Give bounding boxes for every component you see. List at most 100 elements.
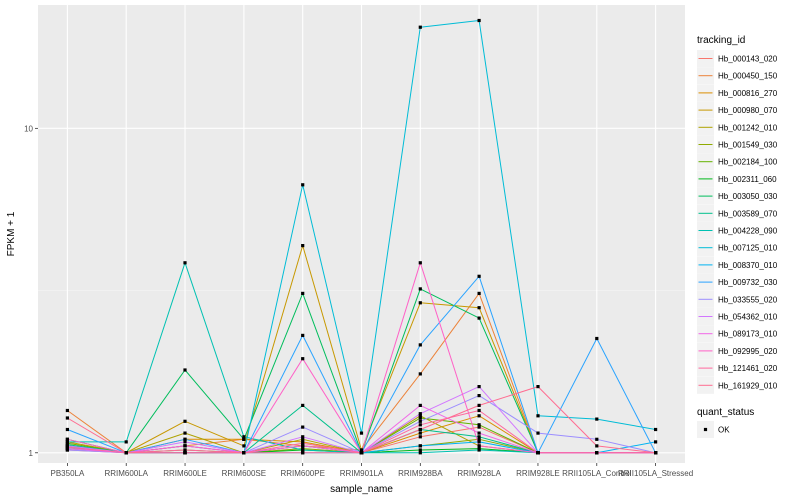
data-point	[242, 435, 246, 439]
legend-label: Hb_004228_090	[718, 227, 778, 236]
y-axis: 1 10	[24, 124, 38, 458]
data-point	[301, 444, 305, 448]
x-tick-label: RRIM600LE	[163, 469, 207, 478]
data-point	[301, 437, 305, 441]
legend-label: Hb_009732_030	[718, 278, 778, 287]
legend-label: Hb_033555_020	[718, 295, 778, 304]
legend-label: Hb_001549_030	[718, 141, 778, 150]
legend-label: Hb_000450_150	[718, 72, 778, 81]
x-tick-label: RRIM600LA	[104, 469, 148, 478]
data-point	[418, 444, 422, 448]
legend-label: Hb_000980_070	[718, 106, 778, 115]
data-point	[477, 385, 481, 389]
data-point	[183, 419, 187, 423]
data-point	[536, 451, 540, 455]
data-point	[477, 291, 481, 295]
legend-label: Hb_002311_060	[718, 175, 777, 184]
data-point	[477, 448, 481, 452]
data-point	[477, 403, 481, 407]
data-point	[418, 372, 422, 376]
points-layer	[65, 18, 658, 455]
data-point	[242, 437, 246, 441]
data-point	[359, 448, 364, 452]
data-point	[65, 440, 69, 444]
data-point	[654, 451, 658, 455]
data-point	[477, 316, 481, 320]
data-point	[301, 183, 305, 187]
data-point	[301, 448, 305, 452]
x-tick-label: RRII105LA_Control	[562, 469, 632, 478]
data-point	[301, 244, 305, 248]
data-point	[65, 408, 69, 413]
data-point	[418, 343, 422, 347]
x-tick-label: PB350LA	[51, 469, 85, 478]
data-point	[595, 437, 599, 441]
data-point	[183, 431, 187, 435]
data-point	[418, 301, 422, 305]
shape-legend-items: OK	[697, 421, 730, 438]
data-point	[477, 425, 481, 429]
data-point	[301, 403, 305, 407]
data-point	[477, 414, 481, 418]
data-point	[359, 451, 364, 455]
y-tick-label: 1	[29, 449, 34, 458]
legend-label: Hb_000816_270	[718, 89, 778, 98]
data-point	[595, 444, 599, 448]
x-tick-label: RRIM600SE	[222, 469, 266, 478]
shape-legend-label: OK	[718, 426, 730, 435]
data-point	[418, 414, 422, 418]
data-point	[418, 412, 422, 416]
data-point	[301, 425, 305, 429]
data-point	[536, 414, 540, 418]
legend-label: Hb_001242_010	[718, 123, 778, 132]
data-point	[477, 306, 481, 310]
data-point	[301, 435, 305, 439]
data-point	[477, 431, 481, 435]
data-point	[301, 333, 305, 337]
data-point	[124, 451, 128, 455]
data-point	[418, 423, 422, 427]
legend: tracking_id Hb_000143_020Hb_000450_150Hb…	[697, 35, 778, 438]
x-tick-label: RRIM600PE	[280, 469, 324, 478]
data-point	[183, 368, 187, 372]
data-point	[359, 431, 364, 435]
data-point	[595, 336, 599, 341]
data-point	[65, 445, 69, 449]
x-tick-label: RRIM928LE	[516, 469, 560, 478]
y-axis-title: FPKM + 1	[6, 211, 17, 256]
data-point	[595, 451, 599, 455]
data-point	[418, 431, 422, 435]
x-tick-label: RRII105LA_Stressed	[618, 469, 693, 478]
data-point	[654, 440, 658, 444]
data-point	[65, 416, 69, 420]
shape-legend-square	[703, 427, 708, 432]
data-point	[418, 435, 422, 439]
data-point	[242, 451, 246, 455]
x-tick-label: RRIM901LA	[340, 469, 384, 478]
legend-title: tracking_id	[697, 35, 745, 46]
data-point	[477, 18, 481, 23]
legend-label: Hb_003589_070	[718, 209, 778, 218]
data-point	[418, 427, 422, 432]
data-point	[595, 417, 599, 421]
data-point	[301, 441, 305, 445]
data-point	[183, 440, 187, 444]
data-point	[418, 419, 422, 423]
data-point	[301, 291, 305, 295]
data-point	[183, 437, 187, 441]
data-point	[418, 403, 422, 407]
data-point	[477, 437, 481, 441]
data-point	[242, 444, 246, 448]
legend-label: Hb_007125_010	[718, 244, 778, 253]
data-point	[418, 287, 422, 291]
x-axis-title: sample_name	[330, 484, 393, 495]
legend-label: Hb_002184_100	[718, 158, 778, 167]
data-point	[477, 440, 481, 444]
data-point	[418, 448, 422, 452]
legend-label: Hb_054362_010	[718, 313, 778, 322]
legend-label: Hb_161929_010	[718, 381, 778, 390]
data-point	[477, 274, 481, 278]
data-point	[477, 435, 481, 439]
data-point	[477, 408, 481, 413]
